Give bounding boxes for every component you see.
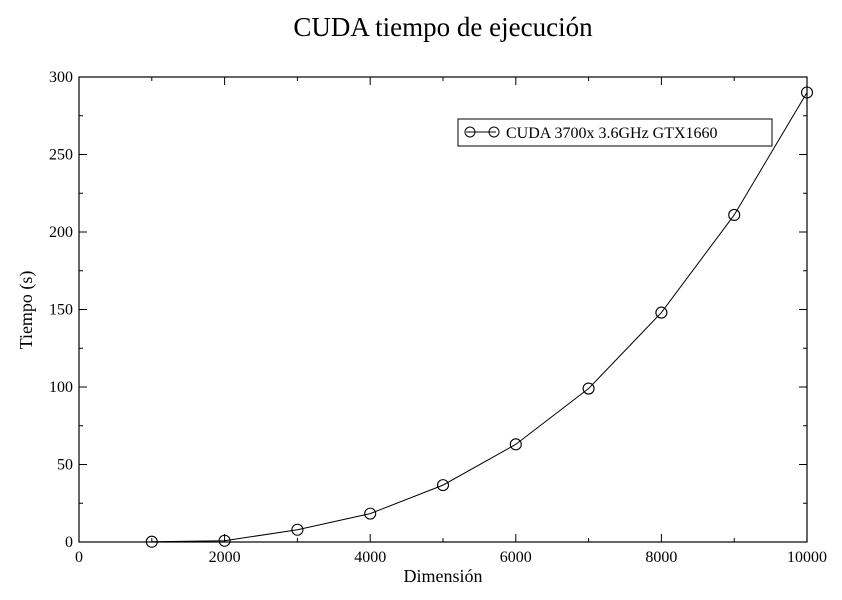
data-point [509,438,522,451]
data-point [436,479,450,492]
legend: CUDA 3700x 3.6GHz GTX1660 [457,118,773,147]
data-point [218,534,231,547]
legend-box [457,118,773,147]
x-tick-label: 4000 [354,549,386,566]
x-tick-label: 10000 [787,549,827,566]
plot-frame [78,76,808,543]
y-tick-label: 100 [49,379,73,396]
axis-ticks: 0 2000 4000 6000 8000 10000 0 50 100 150 200 250 300 [49,69,827,566]
data-point [655,306,668,319]
series-line [151,92,808,543]
y-tick-label: 150 [49,302,73,319]
data-point [728,208,741,221]
x-tick-label: 2000 [209,549,241,566]
legend-label: CUDA 3700x 3.6GHz GTX1660 [506,125,718,142]
y-tick-label: 50 [57,457,73,474]
legend-marker-end [488,126,500,138]
data-point [364,507,377,520]
x-axis-label: Dimensión [404,566,483,586]
x-tick-label: 8000 [645,549,677,566]
data-point [800,86,814,99]
chart-title: CUDA tiempo de ejecución [293,12,593,42]
x-tick-label: 6000 [500,549,532,566]
y-tick-label: 250 [49,147,73,164]
data-point [291,523,304,536]
data-point [582,382,595,395]
y-tick-label: 300 [49,69,73,86]
y-tick-label: 0 [65,534,73,551]
x-tick-label: 0 [75,549,83,566]
y-axis-label: Tiempo (s) [16,271,37,350]
y-tick-label: 200 [49,224,73,241]
legend-marker-start [464,126,476,138]
data-point [145,535,158,548]
series-layer [145,86,814,548]
